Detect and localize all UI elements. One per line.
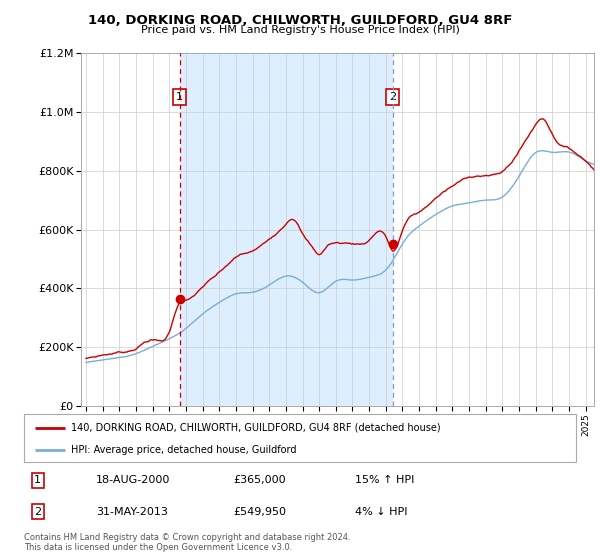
Text: Price paid vs. HM Land Registry's House Price Index (HPI): Price paid vs. HM Land Registry's House … — [140, 25, 460, 35]
Text: 140, DORKING ROAD, CHILWORTH, GUILDFORD, GU4 8RF: 140, DORKING ROAD, CHILWORTH, GUILDFORD,… — [88, 14, 512, 27]
Text: Contains HM Land Registry data © Crown copyright and database right 2024.: Contains HM Land Registry data © Crown c… — [24, 533, 350, 542]
Text: 1: 1 — [176, 92, 183, 102]
Text: 1: 1 — [34, 475, 41, 486]
Text: 15% ↑ HPI: 15% ↑ HPI — [355, 475, 415, 486]
Text: 2: 2 — [389, 92, 397, 102]
Text: £365,000: £365,000 — [234, 475, 286, 486]
Text: HPI: Average price, detached house, Guildford: HPI: Average price, detached house, Guil… — [71, 445, 296, 455]
Text: £549,950: £549,950 — [234, 507, 287, 517]
Text: 18-AUG-2000: 18-AUG-2000 — [96, 475, 170, 486]
Bar — [180, 53, 393, 406]
Text: 140, DORKING ROAD, CHILWORTH, GUILDFORD, GU4 8RF (detached house): 140, DORKING ROAD, CHILWORTH, GUILDFORD,… — [71, 423, 440, 433]
Text: 4% ↓ HPI: 4% ↓ HPI — [355, 507, 408, 517]
Text: 31-MAY-2013: 31-MAY-2013 — [96, 507, 167, 517]
Text: This data is licensed under the Open Government Licence v3.0.: This data is licensed under the Open Gov… — [24, 543, 292, 552]
Text: 2: 2 — [34, 507, 41, 517]
